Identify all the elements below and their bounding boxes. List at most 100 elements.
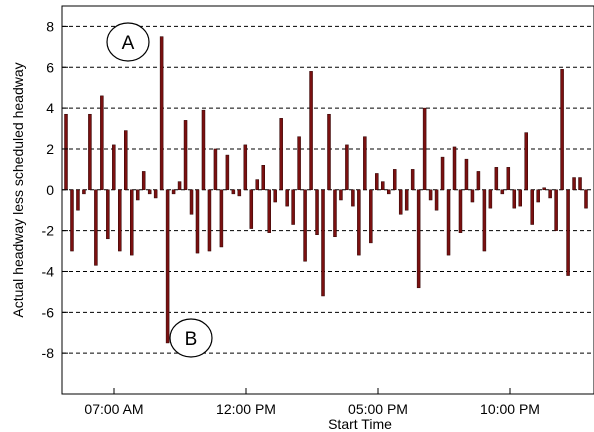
bar [70,189,74,252]
bar [339,189,343,201]
bar [548,189,552,199]
y-tick-label: -2 [42,223,55,239]
bar [112,144,116,191]
bar [536,189,540,203]
bar [488,189,493,209]
bar-series [64,36,588,344]
bar [189,189,194,215]
x-tick-label: 10:00 PM [480,401,540,417]
bar [135,189,140,201]
y-tick-label: 0 [46,182,54,198]
plot-frame [61,5,594,395]
bar [82,189,86,195]
axis-ticks: -8 -6 -4 -2 0 2 4 6 8 07:00 AM 12:00 PM 05:00 PM 10:… [42,18,540,417]
bar [422,107,427,191]
bar [183,120,188,191]
bar [94,189,98,266]
bar [124,130,128,191]
bar [315,189,319,235]
bar [327,113,331,191]
bar [512,189,517,209]
bar [392,169,397,191]
bar [249,189,254,229]
bar [261,165,265,191]
bar [375,173,379,191]
bar [255,179,260,191]
bar [440,156,445,191]
bar [351,189,355,207]
y-axis-title: Actual headway less scheduled headway [10,62,26,317]
bar [410,169,415,191]
y-tick-label: 2 [46,141,54,157]
y-tick-label: -8 [42,345,55,361]
bar [363,136,367,191]
y-tick-label: 4 [46,100,54,116]
bar [64,113,68,191]
bar [106,189,110,240]
annotation-label-a: A [122,33,135,54]
bar [130,189,134,256]
y-tick-label: 8 [46,18,54,34]
bar [237,189,242,197]
bar [153,189,158,199]
bar [357,189,361,256]
grid-lines [62,25,594,354]
bar [416,189,421,289]
bar [369,189,373,244]
bar [195,189,200,254]
bar [267,189,271,233]
bar [141,171,146,191]
x-tick-label: 05:00 PM [348,401,408,417]
bar [530,189,534,225]
bar [165,189,170,344]
bar [309,71,313,191]
bar [446,189,451,256]
bar [273,189,277,203]
bar [572,177,576,191]
bar [464,158,469,191]
bar [303,189,307,262]
bar [578,177,582,191]
bar [207,189,212,252]
bar [118,189,122,252]
bar [321,189,325,297]
bar [404,189,409,211]
bar [458,189,463,233]
bar [500,189,505,195]
bar [428,189,433,201]
bar [177,181,182,191]
bar [171,189,176,195]
bar [159,36,164,191]
bar [297,136,301,191]
bar [279,118,283,191]
bar [243,144,248,191]
bar [398,189,403,215]
bar [100,95,104,191]
bar [147,189,152,195]
annotation-circle-a [106,22,150,62]
bar [524,132,528,191]
bar [506,167,511,191]
bar [381,181,385,191]
bar [482,189,487,252]
x-tick-label: 12:00 PM [216,401,276,417]
annotations: AB [106,22,213,358]
bar [231,189,236,195]
bar [584,189,588,209]
x-axis-title: Start Time [328,416,392,432]
bar [76,189,80,211]
bar [434,189,439,211]
bar [225,154,230,191]
y-tick-label: -4 [42,263,55,279]
bar [285,189,289,207]
bar [345,144,349,191]
bar [213,148,218,191]
bar [494,167,499,191]
bar [542,187,546,191]
bar [88,113,92,191]
bar [219,189,224,248]
bar [554,189,558,231]
bar [560,69,564,191]
annotation-circle-b [169,318,213,358]
